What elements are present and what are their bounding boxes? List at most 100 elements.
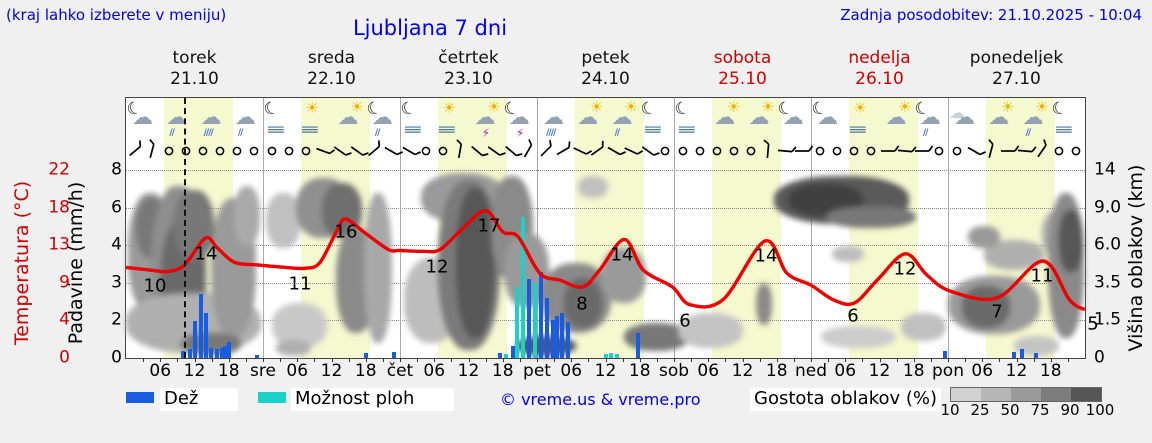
x-axis-label: pon	[932, 361, 964, 381]
x-axis-label: 18	[354, 361, 377, 381]
forecast-chart: 10 14 11 16 12 17 8 14 6 14 6 12 7 11 5 ☾ ☁ ☁ ∕∕ ☁ ∕∕∕∕ ☁ ∕∕ ☾ ≡…	[125, 97, 1099, 359]
rain-bar	[1011, 352, 1016, 358]
wind-barb-icon	[913, 142, 934, 164]
rain-bar	[538, 271, 543, 358]
x-axis-label: 06	[286, 361, 309, 381]
x-axis-tick	[742, 358, 744, 362]
axis-tick-label: 18	[48, 197, 70, 218]
axis-tick-label: 22	[48, 159, 70, 180]
copyright-link[interactable]: © vreme.us & vreme.pro	[500, 390, 701, 409]
location-hint: (kraj lahko izberete v meniju)	[6, 6, 227, 24]
x-axis-tick	[177, 358, 179, 362]
cloud-scale-label: 10	[940, 401, 960, 419]
wind-calm-icon	[708, 142, 726, 164]
temp-label: 12	[893, 258, 917, 280]
temp-label: 17	[477, 215, 501, 237]
rain-bar	[636, 333, 641, 358]
weather-icon-mf: ☾ ≡	[1049, 97, 1075, 138]
x-axis-label: 18	[628, 361, 651, 381]
day-date: 21.10	[170, 69, 219, 89]
axis-tick-label: 3.5	[1094, 272, 1122, 293]
weather-icon-mc: ☾ ☁	[809, 97, 839, 129]
weather-icon-sc: ☀ ☁	[885, 98, 912, 129]
day-name: četrtek	[438, 48, 499, 68]
day-header: četrtek 23.10	[400, 48, 537, 90]
day-date: 26.10	[855, 69, 904, 89]
weather-icon-mcr: ☾ ☁ ∕∕	[364, 97, 393, 138]
cloud-scale-segment	[1011, 388, 1041, 401]
day-header: sreda 22.10	[263, 48, 400, 90]
temp-label: 11	[1030, 265, 1054, 287]
wind-calm-icon	[742, 142, 760, 164]
x-axis-tick	[605, 358, 607, 362]
x-axis-label: ned	[794, 361, 828, 381]
wind-barb-icon	[519, 139, 537, 164]
rain-legend-label: Dež	[160, 388, 239, 411]
day-date: 23.10	[444, 69, 493, 89]
x-axis-tick	[297, 358, 299, 362]
axis-tick-label: 3	[111, 272, 122, 293]
wind-calm-icon	[280, 142, 298, 164]
x-axis-tick	[793, 358, 795, 362]
rain-bar	[943, 351, 948, 358]
axis-tick-label: 8	[111, 159, 122, 180]
wind-barb-icon	[451, 139, 469, 164]
temp-label: 16	[334, 221, 358, 243]
x-axis-label: 12	[320, 361, 343, 381]
day-name: sobota	[713, 48, 772, 68]
x-axis-label: 06	[697, 361, 720, 381]
weather-icon-sf: ☀ ≡	[299, 99, 321, 138]
rain-bar	[193, 320, 198, 358]
x-axis-tick	[982, 358, 984, 362]
x-axis-tick	[160, 358, 162, 362]
x-axis-tick	[502, 358, 504, 362]
temp-label: 14	[754, 245, 778, 267]
x-axis-tick	[211, 358, 213, 362]
x-axis-label: 18	[491, 361, 514, 381]
weather-icon-sc: ☀ ☁	[577, 98, 604, 129]
temp-label: 6	[679, 310, 691, 332]
rain-bar	[363, 353, 368, 358]
wind-calm-icon	[828, 142, 846, 164]
rain-bar	[1034, 353, 1039, 358]
weather-icon-r2: ☁ ∕∕	[234, 105, 256, 138]
axis-tick-label: 13	[48, 234, 70, 255]
x-axis-label: sob	[658, 361, 690, 381]
day-name: torek	[172, 48, 217, 68]
axis-tick-label: 0	[1094, 347, 1105, 368]
weather-icon-mf: ☾ ≡	[638, 97, 664, 138]
wind-calm-icon	[245, 142, 263, 164]
x-axis-tick	[930, 358, 932, 362]
x-axis-label: sre	[250, 361, 276, 381]
wind-barb-icon	[485, 142, 506, 164]
wind-calm-icon	[297, 142, 315, 164]
wind-barb-icon	[965, 142, 986, 164]
showers-swatch	[258, 392, 286, 403]
x-axis-tick	[622, 358, 624, 362]
wind-barb-icon	[126, 140, 144, 164]
cloud-density-scale	[950, 387, 1102, 402]
wind-barb-icon	[776, 142, 797, 164]
wind-barb-icon	[1033, 139, 1051, 164]
x-axis-tick	[691, 358, 693, 362]
current-time-line	[184, 98, 187, 358]
x-axis-tick	[811, 358, 812, 362]
showers-legend-label: Možnost ploh	[291, 388, 455, 411]
cloud-scale-label: 50	[1000, 401, 1020, 419]
showers-bar	[532, 283, 537, 358]
x-axis-tick	[365, 358, 367, 362]
wind-calm-icon	[434, 142, 452, 164]
wind-calm-icon	[930, 142, 948, 164]
cloud-scale-segment	[1041, 388, 1071, 401]
x-axis-label: 06	[971, 361, 994, 381]
wind-barb-icon	[571, 142, 592, 164]
x-axis-tick	[314, 358, 316, 362]
x-axis-label: 18	[217, 361, 240, 381]
rain-bar	[219, 347, 224, 358]
axis-tick-label: 4	[111, 234, 122, 255]
x-axis-tick	[417, 358, 419, 362]
day-date: 24.10	[581, 69, 630, 89]
x-axis-label: 12	[183, 361, 206, 381]
x-axis-label: 18	[1039, 361, 1062, 381]
x-axis-tick	[554, 358, 556, 362]
